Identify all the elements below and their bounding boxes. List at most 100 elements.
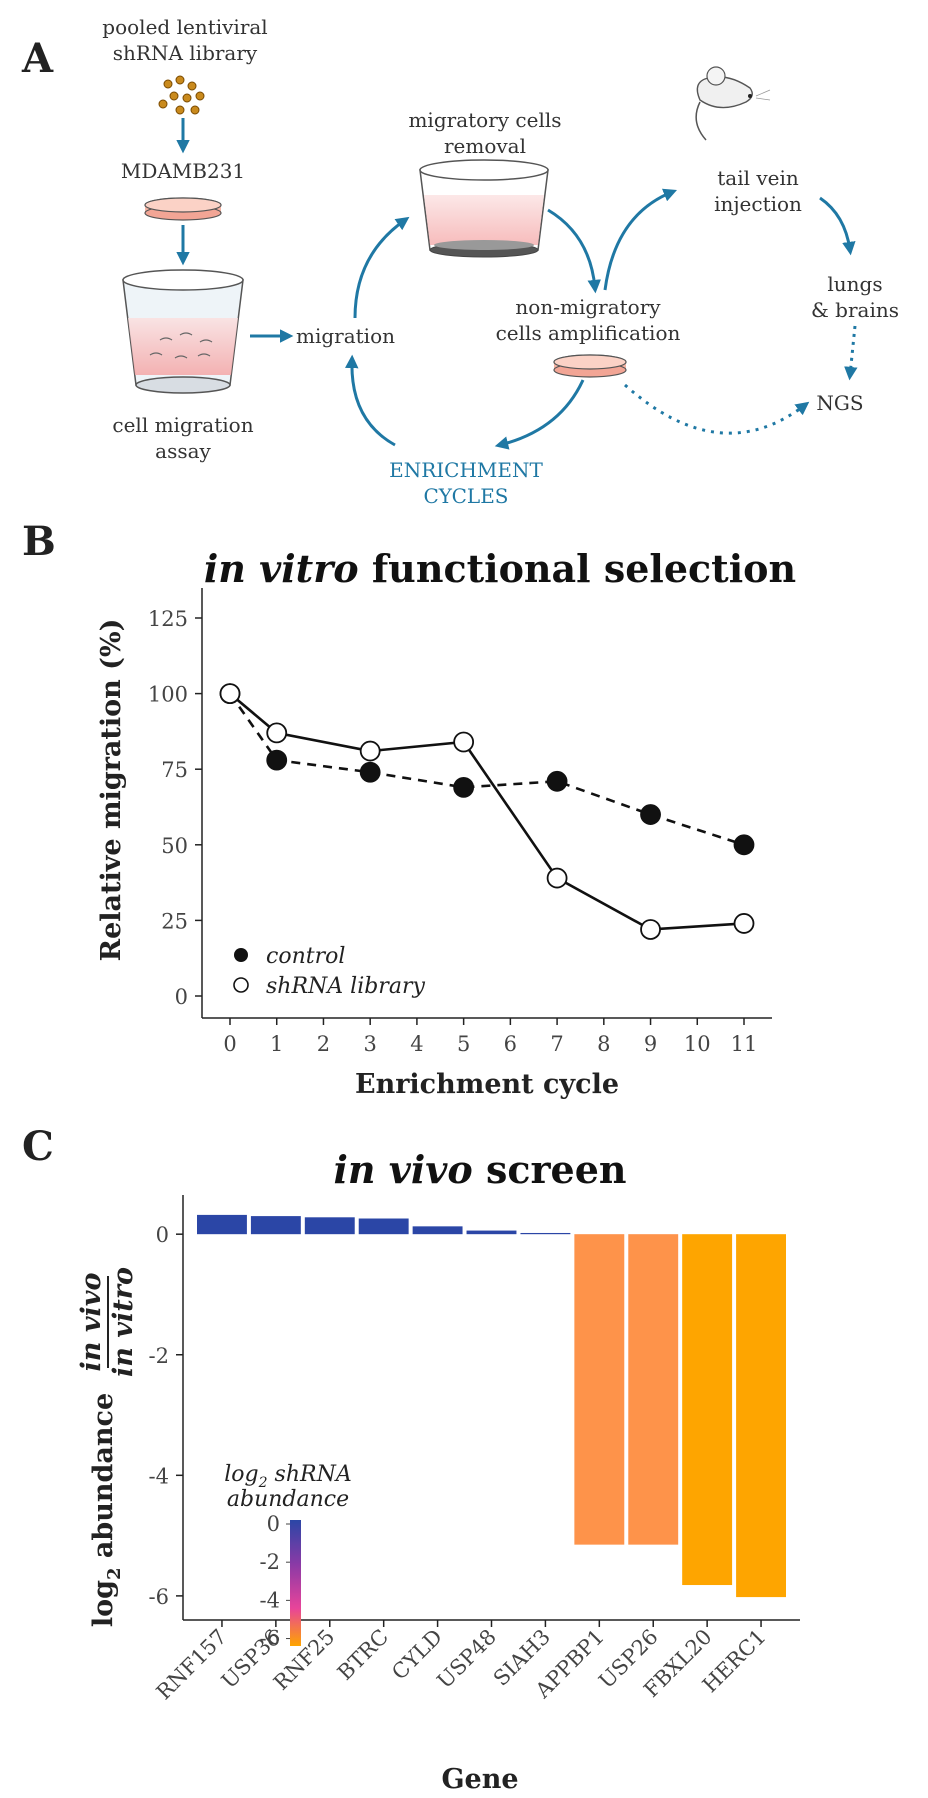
chart-b-title: in vitro functional selection <box>204 546 796 591</box>
amplification-label-2: cells amplification <box>496 321 681 345</box>
point-control-cycle-5 <box>453 776 475 798</box>
chart-b-xtick-label: 7 <box>550 1032 563 1056</box>
removal-well-icon <box>419 159 549 258</box>
chart-b-ytick-label: 100 <box>148 683 188 707</box>
arrow-organs-to-ngs <box>844 325 858 381</box>
organs-label-2: & brains <box>811 298 899 322</box>
colorbar-title-1: log2 shRNA <box>224 1462 351 1491</box>
panel-b: B in vitro functional selection 02550751… <box>22 518 796 1100</box>
point-shrna-library-cycle-3 <box>359 740 381 762</box>
virus-particles-icon <box>158 75 205 115</box>
arrow-enrichment-to-migration <box>344 354 396 447</box>
chart-b-ylabel: Relative migration (%) <box>96 619 127 962</box>
chart-c-ylabel-sub: 2 <box>104 1567 125 1580</box>
line-chart-b: 0 25 50 75 100 125 0 1 2 3 4 5 6 7 8 9 10 11 <box>148 588 772 1056</box>
assay-label-1: cell migration <box>112 413 253 437</box>
chart-b-ytick-label: 0 <box>175 985 188 1009</box>
chart-c-ytick-label: -4 <box>149 1464 169 1488</box>
point-shrna-library-cycle-1 <box>266 722 288 744</box>
colorbar-gradient <box>290 1520 301 1646</box>
chart-c-title-italic: in vivo <box>334 1147 473 1192</box>
chart-c-ylabel-log: log <box>88 1580 119 1627</box>
chart-b-xtick-label: 1 <box>270 1032 283 1056</box>
colorbar-title-rest: shRNA <box>268 1462 352 1487</box>
chart-b-ytick-label: 50 <box>161 834 188 858</box>
bar-rnf25 <box>304 1217 355 1235</box>
enrichment-label-2: CYCLES <box>423 484 508 508</box>
arrow-injection-to-organs <box>819 196 856 256</box>
chart-c-xlabel: Gene <box>441 1764 518 1795</box>
colorbar-title-sub: 2 <box>258 1475 268 1491</box>
colorbar-ticks: 0 -2 -4 -6 <box>260 1512 290 1651</box>
chart-b-title-rest: functional selection <box>359 546 797 591</box>
bar-usp36 <box>250 1216 301 1235</box>
chart-b-xlabel: Enrichment cycle <box>355 1069 619 1100</box>
series-line-control <box>228 692 745 847</box>
tail-vein-label-2: injection <box>714 192 802 216</box>
chart-c-ylabel-numerator: in vivo <box>76 1273 107 1372</box>
legend-control-marker <box>234 948 248 962</box>
chart-b-xtick-label: 0 <box>223 1032 236 1056</box>
chart-b-xtick-label: 3 <box>363 1032 376 1056</box>
colorbar-tick-label: -2 <box>260 1550 280 1574</box>
chart-b-xtick-label: 9 <box>644 1032 657 1056</box>
chart-c-ytick-label: 0 <box>156 1223 169 1247</box>
chart-b-xtick-label: 2 <box>317 1032 330 1056</box>
chart-b-xtick-label: 4 <box>410 1032 423 1056</box>
arrow-migration-to-removal <box>353 216 410 319</box>
arrow-amplification-to-injection <box>603 188 678 291</box>
amplification-dish-icon <box>553 354 627 378</box>
point-shrna-library-cycle-0 <box>219 683 241 704</box>
chart-c-xtick-label-rnf157: RNF157 <box>152 1625 232 1705</box>
bar-btrc <box>358 1218 409 1235</box>
chart-b-legend: control shRNA library <box>233 944 425 999</box>
legend-library-marker <box>233 977 249 993</box>
legend-control-label: control <box>266 944 345 969</box>
point-control-cycle-7 <box>546 770 568 792</box>
chart-c-ytick-label: -2 <box>149 1344 169 1368</box>
chart-c-ytick-label: -6 <box>149 1585 169 1609</box>
legend-library-label: shRNA library <box>266 974 425 999</box>
ngs-label: NGS <box>816 391 863 415</box>
removal-label-2: removal <box>444 134 526 158</box>
panel-letter-c: C <box>22 1123 54 1170</box>
chart-b-xtick-label: 10 <box>684 1032 711 1056</box>
enrichment-label-1: ENRICHMENT <box>389 458 543 482</box>
chart-c-xtick-label-usp48: USP48 <box>432 1625 501 1694</box>
colorbar-tick-label: 0 <box>267 1512 280 1536</box>
panel-c: C in vivo screen 0-2-4-6RNF157USP36RNF25… <box>22 1123 800 1795</box>
colorbar-tick-label: -6 <box>260 1627 280 1651</box>
petri-dish-icon <box>144 197 222 221</box>
chart-b-xtick-label: 6 <box>504 1032 517 1056</box>
chart-b-ytick-label: 75 <box>161 758 188 782</box>
library-label-1: pooled lentiviral <box>102 15 267 39</box>
panel-letter-a: A <box>21 35 54 82</box>
svg-text:log2 abundance: log2 abundance <box>88 1393 125 1627</box>
chart-b-ytick-label: 25 <box>161 909 188 933</box>
chart-b-xtick-label: 11 <box>731 1032 758 1056</box>
bar-chart-c: 0-2-4-6RNF157USP36RNF25BTRCCYLDUSP48SIAH… <box>149 1195 800 1704</box>
amplification-label-1: non-migratory <box>515 295 661 319</box>
bar-rnf157 <box>197 1214 247 1235</box>
colorbar-tick-label: -4 <box>260 1588 280 1612</box>
organs-label-1: lungs <box>827 272 882 296</box>
bar-cyld <box>412 1226 463 1235</box>
library-label-2: shRNA library <box>113 41 258 65</box>
point-control-cycle-11 <box>733 834 755 856</box>
chart-b-ytick-label: 125 <box>148 607 188 631</box>
removal-label-1: migratory cells <box>408 108 561 132</box>
chart-c-title: in vivo screen <box>334 1147 627 1192</box>
bar-siah3 <box>520 1232 571 1235</box>
point-control-cycle-3 <box>359 761 381 783</box>
bar-usp26 <box>628 1234 679 1545</box>
point-control-cycle-1 <box>266 749 288 771</box>
panel-letter-b: B <box>22 518 56 565</box>
panel-a: A pooled lentiviral shRNA library MDAMB2… <box>21 15 899 508</box>
migration-label: migration <box>296 324 395 348</box>
transwell-assay-icon <box>122 269 244 394</box>
arrow-amplification-to-ngs <box>624 383 810 435</box>
chart-b-xtick-label: 8 <box>597 1032 610 1056</box>
chart-c-xtick-label-btrc: BTRC <box>333 1625 393 1685</box>
chart-b-xtick-label: 5 <box>457 1032 470 1056</box>
